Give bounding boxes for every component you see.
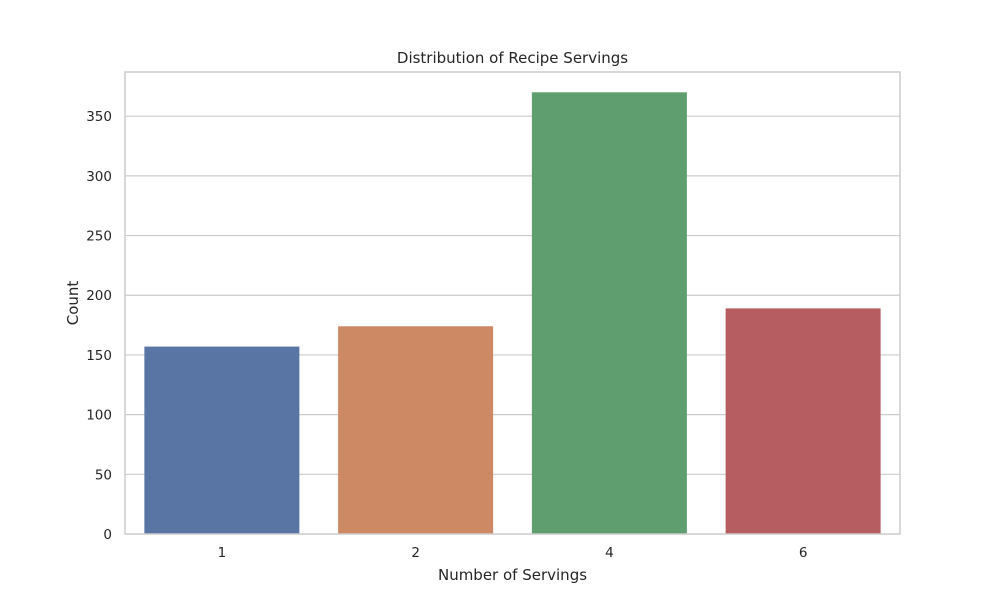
y-axis-label: Count — [64, 281, 82, 326]
y-tick-label: 50 — [95, 467, 112, 483]
plot-frame — [124, 71, 901, 535]
y-tick-label: 100 — [86, 408, 112, 424]
x-tick-labels: 1 2 4 6 — [218, 545, 808, 561]
bar-2 — [338, 326, 494, 534]
y-tick-label: 200 — [86, 288, 112, 304]
x-axis-label: Number of Servings — [438, 566, 587, 584]
bars — [144, 92, 881, 535]
x-tick-label: 2 — [411, 545, 420, 561]
x-tick-label: 1 — [218, 545, 227, 561]
bar-1 — [144, 346, 300, 534]
x-tick-label: 4 — [605, 545, 614, 561]
chart-title: Distribution of Recipe Servings — [397, 49, 628, 67]
y-tick-label: 150 — [86, 348, 112, 364]
y-tick-label: 350 — [86, 109, 112, 125]
y-tick-label: 300 — [86, 169, 112, 185]
y-tick-label: 0 — [103, 527, 112, 543]
x-tick-label: 6 — [799, 545, 808, 561]
bar-6 — [725, 308, 881, 534]
bar-4 — [531, 92, 687, 535]
y-tick-labels: 0 50 100 150 200 250 300 350 — [86, 109, 112, 543]
y-tick-label: 250 — [86, 229, 112, 245]
